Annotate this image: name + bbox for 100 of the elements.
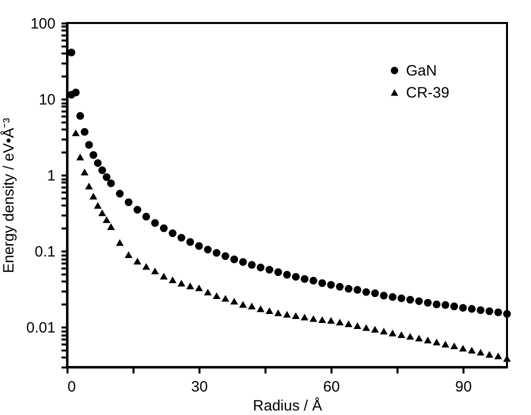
point: [459, 304, 467, 312]
point: [318, 279, 326, 287]
point: [116, 239, 124, 246]
point: [168, 229, 176, 238]
point: [85, 140, 93, 149]
point: [102, 216, 110, 223]
x-tick-label: 0: [68, 378, 76, 396]
point: [204, 246, 212, 254]
point: [415, 334, 423, 342]
point: [318, 316, 326, 323]
point: [212, 292, 220, 300]
point: [124, 198, 132, 206]
point: [398, 331, 406, 338]
point: [94, 159, 102, 167]
point: [354, 322, 362, 329]
point: [424, 298, 432, 307]
point: [107, 179, 115, 188]
point: [160, 224, 168, 232]
point: [72, 129, 80, 136]
point: [415, 297, 423, 306]
point: [195, 242, 203, 250]
point: [76, 112, 84, 120]
point: [151, 219, 159, 227]
point: [266, 266, 274, 274]
point: [344, 284, 352, 293]
point: [380, 328, 388, 334]
x-tick-label: 90: [455, 378, 472, 396]
point: [486, 350, 494, 358]
point: [503, 310, 511, 318]
point: [300, 314, 308, 320]
x-tick-label: 30: [191, 378, 208, 396]
point: [134, 258, 142, 264]
point: [178, 280, 186, 286]
point: [327, 317, 335, 324]
point: [486, 307, 494, 316]
point: [186, 282, 194, 290]
y-tick-label: 100: [30, 16, 56, 32]
point: [362, 324, 370, 331]
point: [380, 292, 388, 300]
point: [292, 312, 300, 319]
point: [90, 151, 98, 159]
y-tick-label: 0.01: [26, 320, 56, 337]
point: [371, 289, 379, 298]
y-tick-label: 0.1: [34, 244, 56, 261]
point: [336, 282, 344, 291]
point: [398, 294, 406, 302]
point: [98, 209, 106, 216]
point: [102, 173, 110, 182]
point: [116, 190, 124, 198]
point: [354, 286, 362, 294]
point: [94, 202, 102, 209]
legend-label: CR-39: [406, 84, 450, 102]
point: [388, 293, 396, 301]
point: [310, 315, 318, 322]
point: [68, 48, 76, 56]
point: [476, 306, 484, 314]
point: [230, 256, 238, 264]
point: [468, 305, 476, 313]
point: [283, 270, 291, 279]
point: [450, 302, 458, 310]
point: [222, 252, 230, 260]
point: [274, 309, 282, 316]
point: [160, 272, 168, 280]
point: [424, 336, 432, 344]
point: [459, 344, 467, 352]
point: [230, 298, 238, 305]
point: [80, 168, 88, 176]
x-tick-label: 60: [323, 378, 340, 396]
point: [256, 264, 264, 272]
point: [266, 307, 274, 314]
point: [442, 301, 450, 309]
point: [178, 234, 186, 242]
point: [388, 330, 396, 336]
point: [212, 249, 220, 257]
point: [85, 182, 93, 190]
point: [239, 300, 247, 308]
point: [256, 305, 264, 312]
point: [432, 338, 440, 346]
point: [494, 352, 502, 360]
point: [292, 272, 300, 281]
point: [142, 263, 150, 270]
point: [134, 206, 142, 214]
point: [168, 276, 176, 284]
point: [80, 128, 88, 136]
point: [151, 268, 159, 274]
legend-label: GaN: [406, 62, 437, 80]
point: [442, 340, 450, 348]
point: [406, 332, 414, 340]
point: [300, 275, 308, 283]
point: [283, 310, 291, 318]
point: [476, 348, 484, 356]
y-tick-label: 10: [38, 92, 56, 109]
point: [222, 294, 230, 302]
point: [336, 318, 344, 326]
point: [450, 342, 458, 350]
y-tick-label: 1: [47, 168, 56, 185]
point: [239, 258, 247, 266]
point: [310, 276, 318, 284]
x-axis-title: Radius / Å: [252, 396, 322, 414]
point: [406, 296, 414, 304]
